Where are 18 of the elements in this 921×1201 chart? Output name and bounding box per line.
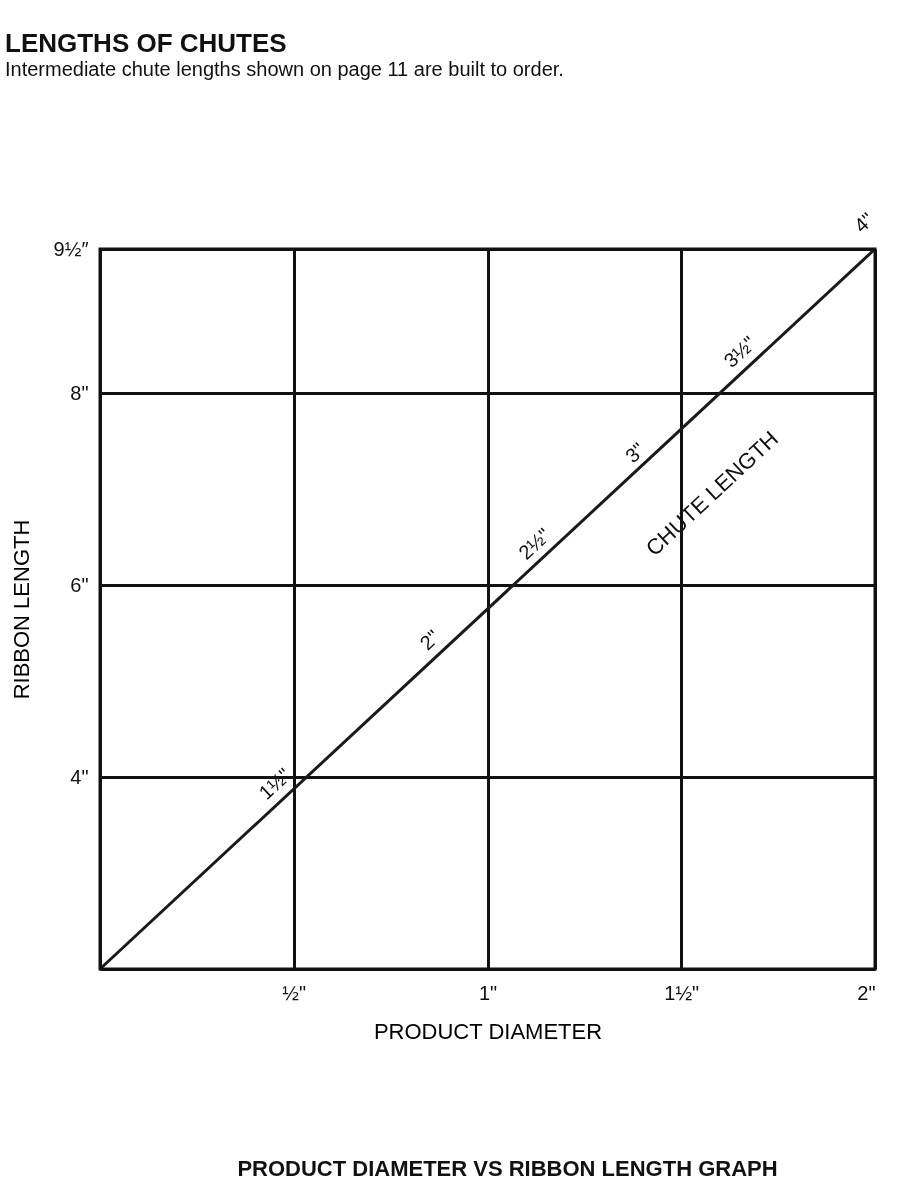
- y-tick-label: 8": [70, 381, 89, 404]
- x-axis-title: PRODUCT DIAMETER: [373, 1018, 603, 1044]
- annotation: 3": [620, 438, 650, 467]
- y-axis-title: RIBBON LENGTH: [8, 519, 34, 700]
- chart-title: LENGTHS OF CHUTES: [5, 27, 287, 58]
- chart-subtitle: Intermediate chute lengths shown on page 11 are built to order.: [5, 57, 564, 80]
- y-tick-label: 4": [70, 765, 89, 788]
- annotation: 4": [849, 208, 879, 237]
- annotation: 3½": [719, 331, 761, 372]
- x-tick-label: 1": [478, 981, 498, 1004]
- y-tick-label: 9½″: [53, 237, 89, 260]
- annotation: 2": [415, 625, 444, 655]
- annotation: 2½": [514, 523, 555, 564]
- x-tick-label: 1½": [664, 981, 700, 1004]
- y-tick-label: 6": [70, 573, 89, 596]
- x-tick-label: 2": [857, 981, 876, 1004]
- x-tick-label: ½": [282, 981, 307, 1004]
- text: PRODUCT DIAMETER VS RIBBON LENGTH GRAPH: [237, 1156, 778, 1181]
